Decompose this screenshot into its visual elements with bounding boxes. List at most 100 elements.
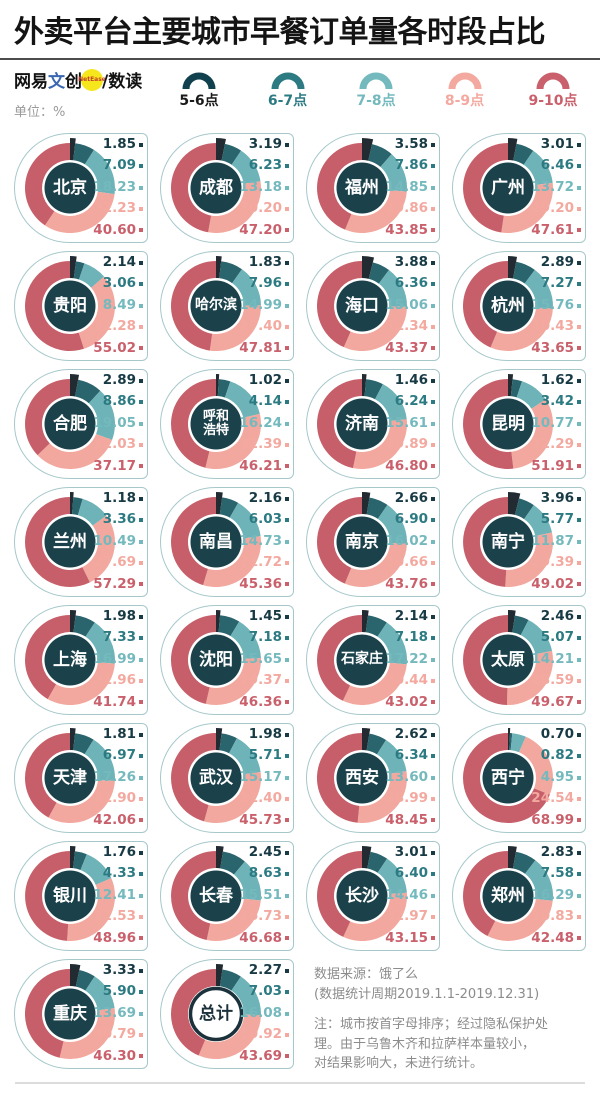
value-label: 30.43 [531, 318, 574, 335]
value-label: 32.53 [93, 908, 136, 925]
value-row-7-8点: 14.99 [239, 298, 289, 313]
donut-segment-8-9点 [343, 306, 407, 352]
value-bullet-icon [139, 678, 143, 683]
donut-segment-5-6点 [70, 492, 74, 515]
value-list: 1.18 3.36 10.49 27.69 57.29 [93, 491, 143, 591]
value-row-7-8点: 13.60 [385, 770, 435, 785]
value-label: 32.03 [93, 436, 136, 453]
donut-center-circle [482, 870, 534, 922]
value-bullet-icon [285, 496, 289, 501]
donut-center-circle [44, 162, 96, 214]
city-cell-成都: 成都 3.19 6.23 13.18 30.20 47.20 [160, 133, 294, 243]
value-bullet-icon [139, 968, 143, 973]
value-row-7-8点: 4.95 [541, 770, 581, 785]
donut-segment-6-7点 [366, 733, 387, 755]
value-row-6-7点: 7.96 [249, 277, 289, 291]
value-bullet-icon [577, 228, 581, 233]
value-label: 30.44 [385, 672, 428, 689]
value-bullet-icon [577, 936, 581, 941]
city-cell-武汉: 武汉 1.98 5.71 15.17 31.40 45.73 [160, 723, 294, 833]
value-bullet-icon [139, 700, 143, 705]
donut-chart [24, 728, 115, 824]
value-bullet-icon [139, 142, 143, 147]
value-label: 2.14 [102, 254, 136, 270]
bottom-divider [15, 1082, 585, 1084]
donut-segment-5-6点 [70, 138, 76, 161]
donut-chart [317, 374, 408, 469]
value-label: 7.86 [394, 157, 428, 174]
brand-logo: 网易文创 NetEase /数读 [14, 67, 166, 92]
cell-outline [306, 487, 440, 597]
value-bullet-icon [139, 303, 143, 308]
cell-outline [14, 959, 148, 1069]
page-title: 外卖平台主要城市早餐订单量各时段占比 [14, 15, 546, 50]
value-bullet-icon [577, 185, 581, 190]
value-label: 29.39 [531, 554, 574, 571]
value-label: 2.62 [394, 726, 428, 742]
donut-segment-9-10点 [317, 143, 362, 230]
value-label: 15.76 [531, 296, 574, 313]
value-bullet-icon [285, 206, 289, 211]
donut-center-circle [336, 398, 388, 450]
value-bullet-icon [431, 936, 435, 941]
donut-chart [171, 492, 262, 587]
value-row-9-10点: 43.15 [385, 931, 435, 946]
donut-segment-5-6点 [362, 846, 372, 869]
value-row-9-10点: 43.69 [239, 1049, 289, 1064]
value-bullet-icon [139, 914, 143, 919]
value-row-9-10点: 46.68 [239, 931, 289, 946]
value-row-7-8点: 13.69 [93, 1006, 143, 1021]
value-bullet-icon [285, 775, 289, 780]
value-label: 27.40 [239, 318, 282, 335]
value-row-5-6点: 3.58 [395, 137, 435, 152]
value-label: 5.77 [540, 511, 574, 528]
donut-segment-8-9点 [59, 1008, 116, 1060]
value-list: 3.88 6.36 15.06 31.34 43.37 [385, 255, 435, 355]
value-bullet-icon [431, 421, 435, 426]
value-bullet-icon [139, 1011, 143, 1016]
donut-segment-7-8点 [230, 621, 261, 659]
city-name-label: 石家庄 [341, 651, 383, 668]
donut-segment-7-8点 [525, 860, 553, 901]
value-label: 10.49 [93, 532, 136, 549]
value-row-7-8点: 17.22 [385, 652, 435, 667]
donut-chart [171, 964, 262, 1059]
city-name-label: 银川 [53, 885, 87, 906]
donut-segment-5-6点 [216, 256, 222, 279]
donut-segment-9-10点 [25, 379, 70, 456]
donut-segment-6-7点 [73, 733, 94, 755]
value-list: 2.27 7.03 16.08 30.92 43.69 [239, 963, 289, 1064]
value-bullet-icon [577, 378, 581, 383]
donut-chart [316, 256, 407, 352]
donut-segment-7-8点 [229, 738, 261, 775]
value-bullet-icon [577, 442, 581, 447]
donut-segment-7-8点 [231, 976, 262, 1016]
donut-segment-9-10点 [171, 733, 216, 822]
value-bullet-icon [431, 539, 435, 544]
city-cell-郑州: 郑州 2.83 7.58 16.29 30.83 42.48 [452, 841, 586, 951]
donut-segment-9-10点 [463, 497, 508, 587]
value-label: 45.36 [239, 575, 282, 592]
value-row-7-8点: 16.24 [239, 416, 289, 431]
value-row-7-8点: 14.46 [385, 888, 435, 903]
value-row-7-8点: 8.49 [103, 298, 143, 313]
value-label: 1.85 [102, 136, 136, 152]
value-bullet-icon [431, 260, 435, 265]
city-name-label: 郑州 [491, 885, 525, 906]
donut-segment-7-8点 [80, 854, 112, 885]
value-label: 3.01 [540, 136, 574, 152]
city-cell-南宁: 南宁 3.96 5.77 11.87 29.39 49.02 [452, 487, 586, 597]
donut-segment-9-10点 [170, 143, 216, 233]
value-row-6-7点: 6.34 [395, 749, 435, 763]
donut-chart [171, 728, 261, 823]
donut-center-circle [336, 752, 388, 804]
city-cell-杭州: 杭州 2.89 7.27 15.76 30.43 43.65 [452, 251, 586, 361]
city-name-label: 上海 [53, 649, 87, 670]
value-row-8-9点: 30.83 [531, 910, 581, 924]
value-bullet-icon [577, 282, 581, 287]
city-name-label: 太原 [491, 649, 525, 670]
value-bullet-icon [577, 614, 581, 619]
cell-outline [452, 605, 586, 715]
value-bullet-icon [139, 893, 143, 898]
value-row-6-7点: 7.33 [103, 631, 143, 645]
